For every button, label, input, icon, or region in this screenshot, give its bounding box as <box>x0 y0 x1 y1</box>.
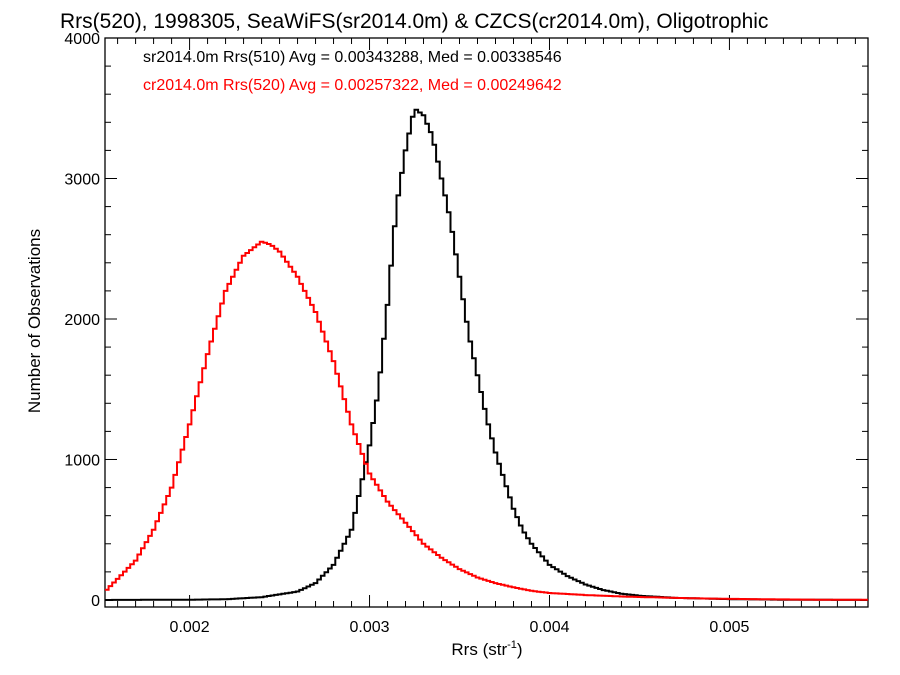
y-tick-labels: 0 1000 2000 3000 4000 <box>64 31 100 610</box>
x-axis-label-close: ) <box>517 640 523 659</box>
plot-frame <box>104 37 869 608</box>
series-line-black <box>105 108 868 601</box>
y-tick-label: 0 <box>91 593 100 610</box>
x-axis-label-superscript: -1 <box>507 639 517 651</box>
chart-title: Rrs(520), 1998305, SeaWiFS(sr2014.0m) & … <box>60 10 768 33</box>
plot-border <box>104 37 869 608</box>
series-layer <box>105 108 868 601</box>
y-tick-label: 2000 <box>64 312 100 329</box>
y-axis-label: Number of Observations <box>25 229 44 413</box>
y-tick-label: 4000 <box>64 31 100 48</box>
x-tick-labels: 0.002 0.003 0.004 0.005 <box>170 619 750 636</box>
axis-ticks <box>105 37 868 607</box>
x-tick-label: 0.003 <box>350 619 390 636</box>
legend-entry: sr2014.0m Rrs(510) Avg = 0.00343288, Med… <box>143 49 562 66</box>
x-tick-label: 0.002 <box>170 619 210 636</box>
x-axis-label: Rrs (str-1) <box>451 639 522 659</box>
y-tick-label: 3000 <box>64 171 100 188</box>
legend-entry: cr2014.0m Rrs(520) Avg = 0.00257322, Med… <box>143 77 562 94</box>
legend: sr2014.0m Rrs(510) Avg = 0.00343288, Med… <box>143 49 562 94</box>
series-line-red <box>105 240 868 601</box>
y-tick-label: 1000 <box>64 452 100 469</box>
x-tick-label: 0.005 <box>709 619 749 636</box>
x-tick-label: 0.004 <box>529 619 569 636</box>
